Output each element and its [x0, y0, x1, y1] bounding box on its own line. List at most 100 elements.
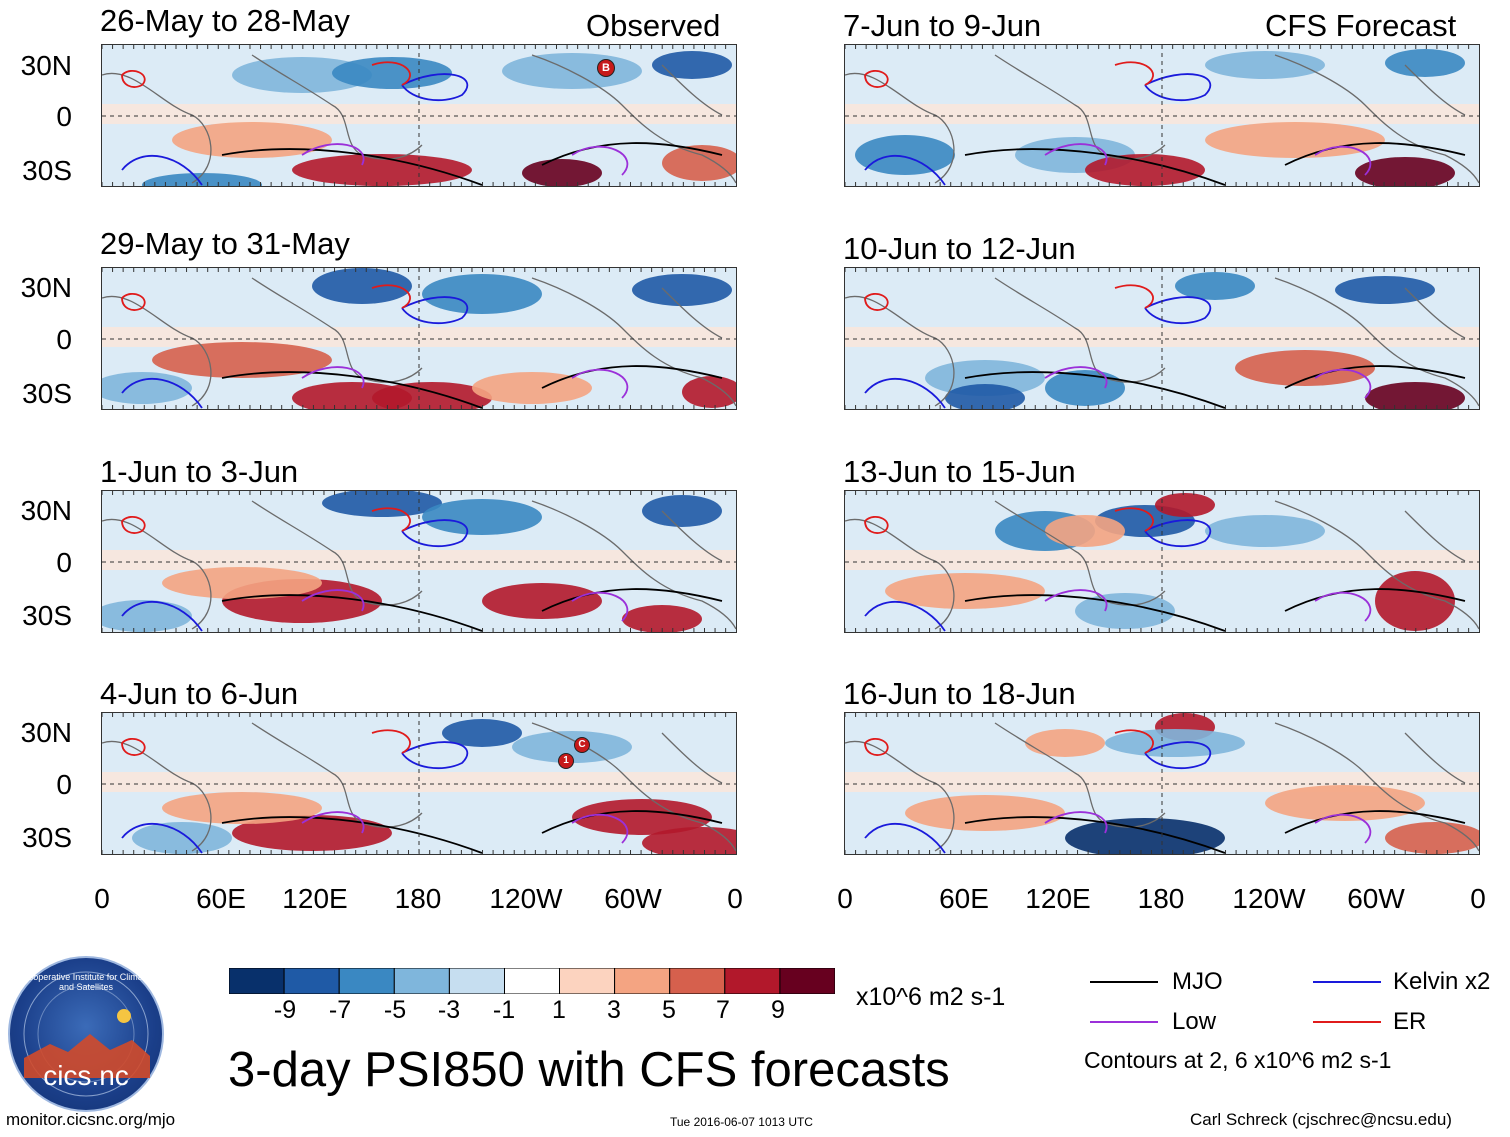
contour-line — [221, 142, 723, 186]
map-band — [845, 550, 1479, 570]
colorbar-swatch — [669, 967, 726, 995]
psi-shading — [422, 274, 542, 314]
legend-swatch-mjo — [1090, 981, 1158, 983]
map-panel-fc-1 — [844, 44, 1480, 187]
contour-line — [964, 142, 1466, 186]
psi-shading — [1045, 515, 1125, 547]
contour-line — [864, 519, 1212, 632]
colorbar-label: 9 — [771, 996, 785, 1024]
psi-shading — [1175, 272, 1255, 300]
legend-swatch-low — [1090, 1021, 1158, 1023]
contour-note: Contours at 2, 6 x10^6 m2 s-1 — [1084, 1047, 1392, 1073]
panel-title-fc-3: 13-Jun to 15-Jun — [843, 454, 1076, 489]
psi-shading — [172, 122, 332, 158]
footer-author: Carl Schreck (cjschrec@ncsu.edu) — [1190, 1110, 1452, 1129]
contour-line — [121, 507, 411, 534]
psi-shading — [162, 792, 322, 824]
map-panel-obs-3 — [101, 490, 737, 633]
contour-line — [864, 73, 1212, 186]
contour-line — [121, 73, 469, 186]
psi-shading — [885, 573, 1045, 609]
psi-shading — [322, 491, 442, 517]
contour-line — [221, 810, 723, 854]
contour-line — [864, 507, 1154, 534]
contour-line — [121, 61, 411, 88]
psi-shading — [292, 154, 472, 186]
contour-line — [121, 284, 411, 311]
contour-line — [1044, 366, 1372, 399]
map-band — [102, 327, 736, 347]
lon-label: 120W — [1232, 883, 1306, 914]
psi-shading — [152, 342, 332, 378]
colorbar-swatch — [559, 967, 616, 995]
colorbar-swatch — [614, 967, 671, 995]
observed-label: Observed — [586, 8, 721, 43]
colorbar-label: -5 — [383, 996, 407, 1024]
psi-shading — [682, 376, 736, 408]
colorbar-swatch — [393, 967, 450, 995]
contour-line — [221, 588, 723, 632]
lon-label: 60E — [939, 883, 989, 914]
contour-line — [1044, 589, 1372, 622]
psi-shading — [1205, 515, 1325, 547]
psi-shading — [925, 360, 1045, 396]
colorbar-swatch — [283, 967, 340, 995]
lon-label: 0 — [727, 883, 743, 914]
contour-line — [864, 729, 1154, 756]
colorbar-swatch — [338, 967, 395, 995]
logo-art — [23, 971, 150, 1097]
logo-ring-text: Cooperative Institute for Climate and Sa… — [21, 972, 151, 992]
psi-shading — [162, 567, 322, 599]
contour-line — [301, 811, 629, 844]
colorbar-label: 7 — [716, 996, 730, 1024]
contour-line — [864, 741, 1212, 854]
psi-shading — [372, 382, 492, 409]
colorbar — [228, 967, 836, 999]
legend-label-kelvin: Kelvin x2 — [1393, 968, 1491, 995]
psi-shading — [142, 173, 262, 186]
contour-line — [964, 588, 1466, 632]
legend-swatch-kelvin — [1313, 981, 1381, 983]
contour-line — [301, 143, 629, 176]
lat-label-30n: 30N — [20, 50, 72, 81]
map-band — [845, 104, 1479, 124]
footer-url[interactable]: monitor.cicsnc.org/mjo — [6, 1110, 176, 1129]
map-panel-obs-2 — [101, 267, 737, 410]
psi-shading — [905, 795, 1065, 831]
lat-label-30s: 30S — [22, 378, 72, 409]
map-panel-fc-2 — [844, 267, 1480, 410]
colorbar-swatch — [724, 967, 781, 995]
psi-shading — [232, 815, 392, 851]
colorbar-label: -3 — [437, 996, 461, 1024]
contour-line — [1044, 811, 1372, 844]
psi-shading — [652, 51, 732, 79]
panel-title-fc-4: 16-Jun to 18-Jun — [843, 676, 1076, 711]
logo-text: cics.nc — [43, 1060, 129, 1091]
psi-shading — [622, 605, 702, 632]
psi-shading — [482, 583, 602, 619]
panel-title-fc-1: 7-Jun to 9-Jun — [843, 8, 1042, 43]
lon-label: 0 — [94, 883, 110, 914]
psi-shading — [512, 731, 632, 763]
panel-title-fc-2: 10-Jun to 12-Jun — [843, 231, 1076, 266]
map-band — [102, 772, 736, 792]
contour-line — [301, 589, 629, 622]
colorbar-units: x10^6 m2 s-1 — [856, 983, 1006, 1011]
psi-shading — [522, 159, 602, 186]
contour-line — [121, 729, 411, 756]
panel-title-obs-4: 4-Jun to 6-Jun — [100, 676, 299, 711]
contour-line — [121, 519, 469, 632]
psi-shading — [1365, 382, 1465, 409]
colorbar-swatch — [228, 967, 285, 995]
contour-line — [121, 741, 469, 854]
psi-shading — [1045, 370, 1125, 406]
colorbar-swatches — [228, 967, 836, 995]
contour-line — [301, 366, 629, 399]
psi-shading — [1205, 122, 1385, 158]
psi-shading — [1375, 571, 1455, 631]
coastline — [845, 500, 1479, 630]
psi-shading — [1155, 493, 1215, 517]
coastline — [102, 500, 736, 630]
lon-label: 120E — [282, 883, 348, 914]
colorbar-label: 5 — [662, 996, 676, 1024]
